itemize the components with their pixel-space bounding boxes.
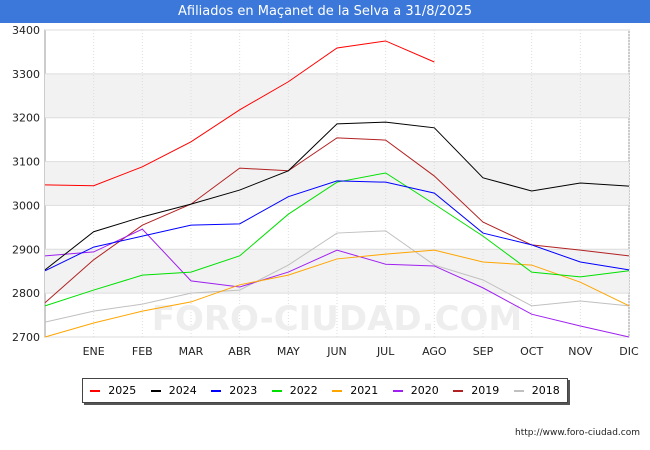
series-line-2023 <box>44 180 630 272</box>
legend: 2025 2024 2023 2022 2021 2020 2019 2018 <box>82 378 568 403</box>
x-tick-label: JUL <box>376 345 395 358</box>
footer-url[interactable]: http://www.foro-ciudad.com <box>515 428 640 438</box>
legend-swatch <box>453 389 464 392</box>
series-line-2018 <box>44 230 630 323</box>
legend-item-2021: 2021 <box>332 384 378 397</box>
series-line-2020 <box>44 228 630 338</box>
legend-label: 2021 <box>350 384 379 397</box>
legend-swatch <box>271 389 282 392</box>
legend-label: 2023 <box>229 384 258 397</box>
x-tick-label: ABR <box>228 345 251 358</box>
y-tick-label: 3400 <box>12 24 40 37</box>
x-tick-label: FEB <box>132 345 153 358</box>
y-tick-label: 2800 <box>12 287 40 300</box>
y-tick-label: 2700 <box>12 331 40 344</box>
legend-swatch <box>150 389 161 392</box>
y-tick-label: 2900 <box>12 243 40 256</box>
x-tick-label: DIC <box>619 345 639 358</box>
legend-label: 2019 <box>471 384 500 397</box>
legend-label: 2025 <box>108 384 137 397</box>
x-tick-label: SEP <box>473 345 494 358</box>
y-tick-label: 3000 <box>12 199 40 212</box>
legend-item-2019: 2019 <box>453 384 499 397</box>
legend-swatch <box>513 389 524 392</box>
legend-label: 2022 <box>289 384 318 397</box>
x-tick-label: MAR <box>179 345 204 358</box>
watermark: FORO-CIUDAD.COM <box>152 299 523 339</box>
legend-swatch <box>392 389 403 392</box>
series-line-2025 <box>44 40 435 187</box>
legend-label: 2020 <box>410 384 439 397</box>
legend-item-2020: 2020 <box>392 384 439 397</box>
legend-item-2023: 2023 <box>211 384 257 397</box>
x-tick-label: OCT <box>520 345 543 358</box>
legend-swatch <box>90 389 101 392</box>
x-tick-label: AGO <box>422 345 447 358</box>
x-tick-label: MAY <box>277 345 300 358</box>
legend-swatch <box>332 389 343 392</box>
x-tick-label: JUN <box>326 345 347 358</box>
series-line-2024 <box>44 121 630 271</box>
y-tick-label: 3300 <box>12 68 40 81</box>
series-line-2022 <box>44 172 630 307</box>
y-tick-label: 3100 <box>12 156 40 169</box>
x-tick-label: ENE <box>83 345 105 358</box>
legend-item-2025: 2025 <box>90 384 136 397</box>
legend-item-2024: 2024 <box>150 384 197 397</box>
chart-title: Afiliados en Maçanet de la Selva a 31/8/… <box>0 0 650 23</box>
legend-label: 2024 <box>168 384 197 397</box>
y-tick-label: 3200 <box>12 112 40 125</box>
legend-item-2022: 2022 <box>271 384 318 397</box>
legend-item-2018: 2018 <box>513 384 560 397</box>
series-line-2021 <box>44 249 630 338</box>
legend-label: 2018 <box>531 384 560 397</box>
x-tick-label: NOV <box>568 345 593 358</box>
legend-swatch <box>211 389 222 392</box>
